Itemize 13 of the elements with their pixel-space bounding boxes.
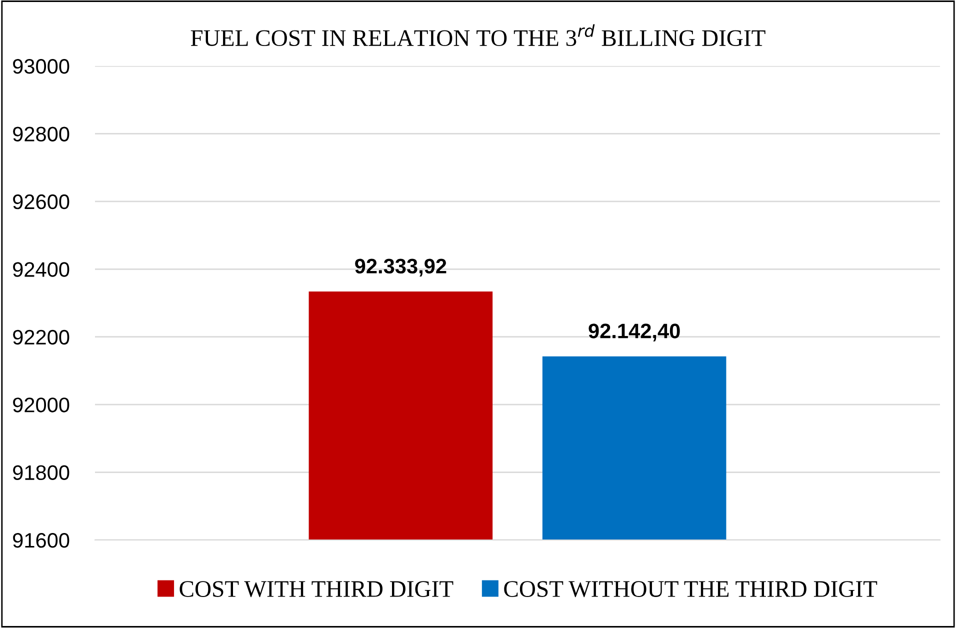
y-tick-label: 92400 — [13, 262, 70, 277]
y-tick-label: 93000 — [13, 59, 70, 74]
chart-title: FUEL COST IN RELATION TO THE 3$^{rd}$ BILLING DIGIT — [190, 24, 766, 46]
y-tick-label: 92000 — [13, 398, 70, 412]
y-tick-label: 91600 — [13, 533, 70, 548]
data-label: 92.333,92 — [355, 258, 446, 277]
y-tick-label: 91800 — [13, 465, 70, 480]
y-tick-label: 92600 — [13, 194, 70, 210]
legend-label: COST WITH THIRD DIGIT — [180, 581, 454, 598]
y-tick-label: 92200 — [13, 330, 70, 345]
legend-label: COST WITHOUT THE THIRD DIGIT — [504, 581, 878, 598]
data-label: 92.142,40 — [588, 324, 680, 342]
y-tick-label: 92800 — [13, 126, 70, 142]
